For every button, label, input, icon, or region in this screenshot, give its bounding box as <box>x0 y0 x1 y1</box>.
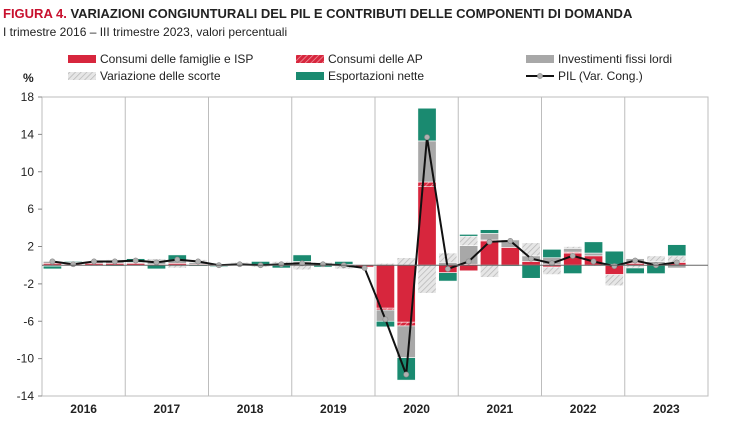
gdp-point <box>278 261 285 268</box>
bar-segment <box>563 264 583 274</box>
bar-segment <box>396 257 416 266</box>
gdp-point <box>236 261 243 268</box>
legend-swatch <box>68 55 96 63</box>
gdp-point <box>569 252 576 259</box>
bars <box>42 107 687 381</box>
gdp-point <box>403 371 410 378</box>
grid <box>41 96 709 397</box>
gdp-point <box>549 260 555 267</box>
bar-segment <box>625 267 645 274</box>
bar-segment <box>459 235 479 246</box>
bar-segment <box>500 247 520 266</box>
bar-segment <box>480 264 499 278</box>
x-year-label: 2020 <box>403 402 430 416</box>
gdp-point <box>132 257 139 264</box>
x-year-label: 2022 <box>570 402 597 416</box>
figure-label: FIGURA 4. <box>3 6 67 21</box>
x-year-label: 2019 <box>320 402 347 416</box>
figure-subtitle: I trimestre 2016 – III trimestre 2023, v… <box>3 25 288 39</box>
figure-title-text: VARIAZIONI CONGIUNTURALI DEL PIL E CONTR… <box>70 6 633 21</box>
gdp-line-path <box>52 137 677 375</box>
gdp-point <box>528 255 534 262</box>
bar-segment <box>584 241 603 254</box>
bar-segment <box>459 234 479 237</box>
gdp-point <box>174 256 181 263</box>
bar-segment <box>604 250 624 265</box>
figure-title: FIGURA 4. VARIAZIONI CONGIUNTURALI DEL P… <box>3 6 632 21</box>
x-year-label: 2017 <box>154 402 181 416</box>
legend-swatch <box>296 55 324 63</box>
gdp-point <box>111 258 118 265</box>
bar-segment <box>147 264 166 270</box>
bar-segment <box>42 265 62 270</box>
y-tick-label: 10 <box>21 165 35 179</box>
legend-swatch-point <box>537 73 543 79</box>
x-year-label: 2016 <box>70 402 97 416</box>
gdp-point <box>444 266 451 272</box>
y-tick-label: -2 <box>23 277 34 291</box>
legend-label: PIL (Var. Cong.) <box>558 69 643 83</box>
gdp-point <box>70 261 77 268</box>
legend-label: Investimenti fissi lordi <box>558 52 672 66</box>
bar-segment <box>396 325 416 358</box>
gdp-point <box>424 134 430 141</box>
gdp-point <box>486 238 493 245</box>
gdp-point <box>361 265 368 271</box>
bar-segment <box>646 255 666 262</box>
bar-segment <box>438 252 458 263</box>
bar-segment <box>417 264 437 294</box>
gdp-point <box>49 258 56 265</box>
legend-label: Variazione delle scorte <box>100 69 221 83</box>
bar-segment <box>396 321 416 327</box>
x-year-label: 2021 <box>487 402 514 416</box>
y-tick-label: 18 <box>21 90 35 104</box>
bar-segment <box>542 266 562 275</box>
legend-label: Esportazioni nette <box>328 69 424 83</box>
legend-swatch <box>296 72 324 80</box>
gdp-point <box>153 259 160 266</box>
y-tick-label: -6 <box>23 314 34 328</box>
gdp-point <box>673 259 680 266</box>
bar-segment <box>563 248 583 253</box>
x-year-label: 2018 <box>237 402 264 416</box>
bar-segment <box>584 252 603 257</box>
y-unit-label: % <box>23 71 34 85</box>
gdp-point <box>299 260 306 267</box>
bar-segment <box>667 244 687 257</box>
bar-segment <box>542 249 562 259</box>
y-tick-label: -14 <box>17 389 35 403</box>
bar-segment <box>563 246 583 249</box>
y-tick-label: 14 <box>21 127 35 141</box>
y-tick-label: 2 <box>27 240 34 254</box>
bar-segment <box>438 272 458 282</box>
gdp-line <box>49 134 680 378</box>
bar-segment <box>521 264 541 279</box>
legend: Consumi delle famiglie e ISP Consumi dell… <box>68 52 672 83</box>
gdp-point <box>590 258 597 265</box>
gdp-point <box>382 316 389 323</box>
x-year-label: 2023 <box>653 402 680 416</box>
gdp-point <box>611 263 618 270</box>
legend-swatch <box>68 72 96 80</box>
y-tick-label: 6 <box>27 202 34 216</box>
bar-segment <box>480 229 499 234</box>
axes: 18 14 10 6 2 -2 -6 -10 -14% 2016 2017 2018 2019 2020 2… <box>17 71 708 416</box>
legend-swatch <box>526 55 554 63</box>
gdp-point <box>632 257 639 264</box>
gdp-point <box>320 261 326 268</box>
gdp-point <box>91 258 97 265</box>
legend-label: Consumi delle AP <box>328 52 423 66</box>
gdp-point <box>507 237 514 244</box>
bar-segment <box>521 261 541 266</box>
y-tick-label: -10 <box>17 352 35 366</box>
gdp-point <box>195 258 201 265</box>
bar-segment <box>459 264 479 272</box>
gdp-point <box>465 258 472 265</box>
legend-label: Consumi delle famiglie e ISP <box>100 52 253 66</box>
bar-segment <box>417 186 437 266</box>
bar-segment <box>604 274 624 287</box>
